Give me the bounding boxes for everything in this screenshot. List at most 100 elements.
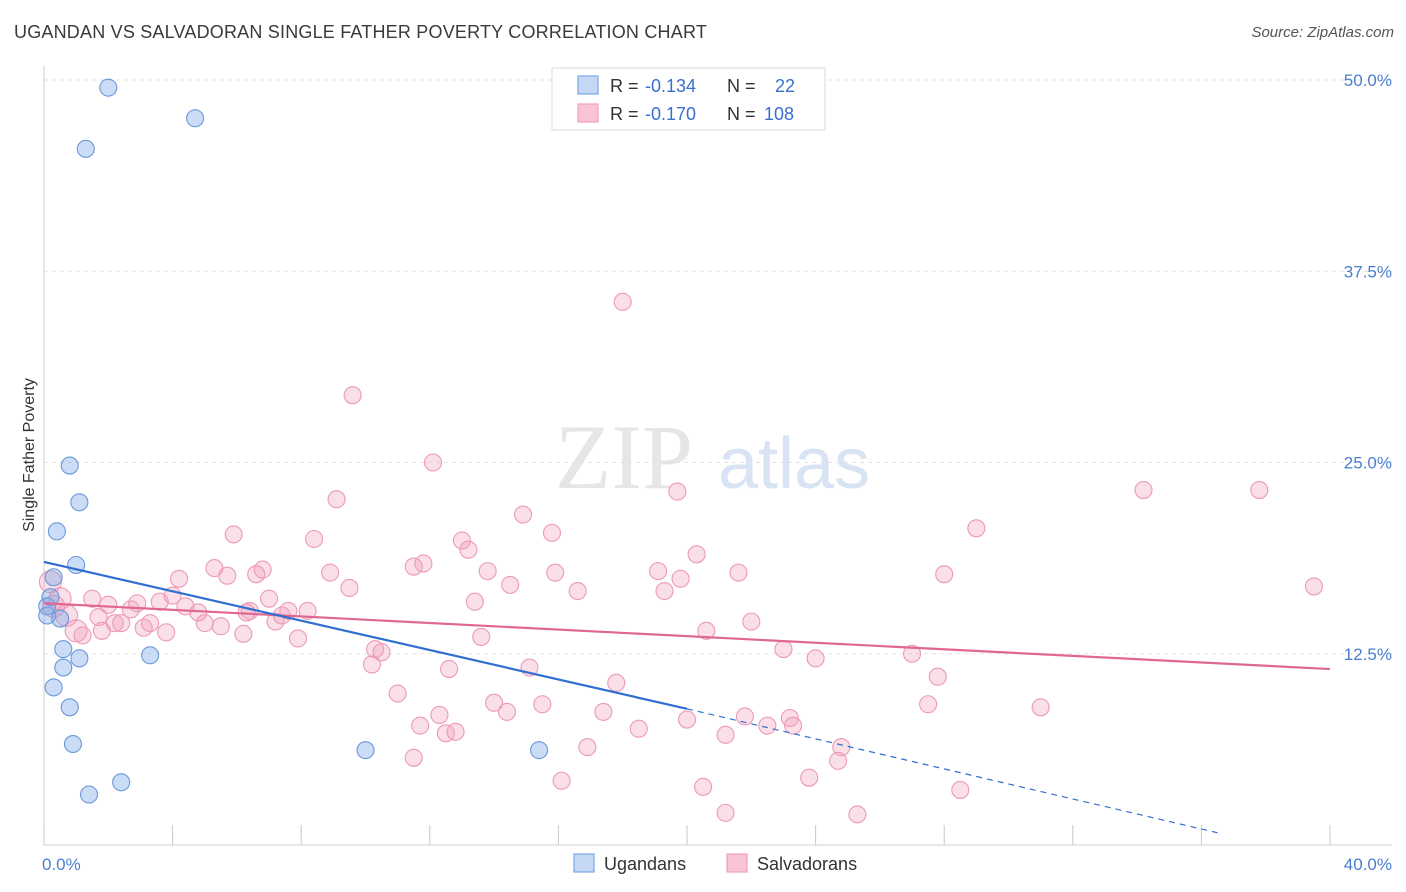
salvadoran-point-82	[716, 725, 735, 744]
salvadoran-point-92	[806, 649, 825, 668]
salvadoran-point-36	[305, 529, 324, 549]
salvadoran-point-102	[1031, 698, 1050, 717]
source-label: Source: ZipAtlas.com	[1251, 24, 1394, 41]
salvadoran-point-79	[687, 545, 706, 564]
salvadoran-point-35	[298, 601, 317, 620]
legend-ugandans-swatch	[573, 853, 595, 873]
salvadoran-point-105	[1304, 577, 1323, 596]
salvadoran-point-39	[340, 578, 359, 598]
salvadoran-point-94	[832, 738, 851, 757]
salvadoran-point-104	[1250, 480, 1269, 500]
trend-lines	[43, 560, 1331, 834]
ugandan-n-label: N =	[727, 76, 756, 96]
stats-legend: R = -0.134 N = 22 R = -0.170 N = 108	[551, 67, 826, 131]
ugandan-trend-extension	[686, 708, 1218, 834]
salvadoran-point-34	[288, 629, 308, 648]
ugandan-point-22	[530, 741, 549, 760]
salvadoran-point-80	[694, 777, 713, 796]
salvadoran-point-50	[430, 705, 449, 725]
ugandan-r-value: -0.134	[645, 76, 696, 96]
salvadoran-swatch	[577, 103, 599, 123]
ugandan-points	[38, 78, 549, 804]
salvadoran-point-85	[735, 707, 754, 726]
ugandan-swatch	[577, 75, 599, 95]
salvadoran-point-107	[157, 623, 176, 642]
salvadoran-point-48	[414, 554, 433, 573]
ugandan-point-11	[60, 456, 79, 475]
salvadoran-point-65	[542, 523, 562, 542]
salvadoran-point-97	[919, 695, 938, 714]
y-tick-labels: 12.5% 25.0% 37.5% 50.0%	[1344, 71, 1392, 664]
ugandan-point-7	[54, 658, 73, 677]
salvadoran-point-93	[829, 751, 848, 770]
x-tick-labels: 0.0% 40.0%	[42, 855, 1392, 874]
salvadoran-point-28	[247, 565, 266, 584]
salvadoran-point-29	[253, 560, 272, 579]
legend-ugandans-label: Ugandans	[604, 854, 686, 874]
salvadoran-point-60	[497, 702, 517, 721]
y-tick-label-3: 50.0%	[1344, 71, 1392, 90]
ugandan-n-value: 22	[775, 76, 795, 96]
salvadoran-r-label: R =	[610, 104, 639, 124]
salvadoran-point-101	[967, 519, 986, 538]
salvadoran-point-59	[485, 693, 504, 712]
ugandan-point-6	[54, 640, 73, 659]
salvadoran-point-64	[533, 695, 552, 714]
salvadoran-point-86	[742, 612, 761, 631]
salvadoran-point-1	[42, 594, 66, 618]
salvadoran-point-18	[169, 569, 189, 588]
salvadoran-point-41	[362, 655, 381, 674]
salvadoran-point-75	[655, 581, 674, 601]
salvadoran-point-67	[552, 771, 571, 790]
salvadoran-point-46	[404, 748, 423, 767]
chart-title: UGANDAN VS SALVADORAN SINGLE FATHER POVE…	[14, 22, 708, 42]
salvadoran-point-78	[677, 710, 697, 729]
salvadoran-point-77	[671, 569, 690, 588]
ugandan-r-label: R =	[610, 76, 639, 96]
salvadoran-point-90	[784, 716, 803, 735]
salvadoran-point-68	[568, 581, 587, 601]
watermark-zip: ZIP	[555, 406, 693, 508]
salvadoran-point-58	[478, 562, 497, 581]
salvadoran-point-76	[668, 482, 687, 501]
ugandan-point-0	[44, 568, 63, 587]
salvadoran-point-24	[218, 566, 237, 585]
salvadoran-point-91	[800, 768, 819, 787]
legend-salvadorans-label: Salvadorans	[757, 854, 857, 874]
salvadoran-point-49	[423, 453, 443, 472]
salvadoran-point-72	[613, 292, 632, 311]
ugandan-trend-line	[43, 560, 688, 710]
salvadoran-point-84	[729, 563, 748, 582]
salvadoran-point-40	[343, 386, 362, 405]
salvadoran-point-71	[607, 673, 626, 692]
salvadoran-point-99	[935, 565, 954, 584]
ugandan-point-14	[70, 649, 89, 668]
salvadoran-r-value: -0.170	[645, 104, 696, 124]
ugandan-point-16	[76, 139, 95, 158]
salvadoran-point-61	[501, 575, 520, 594]
salvadoran-point-38	[327, 490, 346, 509]
salvadoran-point-56	[465, 592, 484, 611]
x-tick-label-max: 40.0%	[1344, 855, 1392, 874]
ugandan-point-19	[141, 646, 160, 665]
y-tick-label-2: 37.5%	[1344, 262, 1392, 281]
salvadoran-point-66	[546, 563, 565, 582]
salvadoran-point-11	[112, 614, 131, 633]
salvadoran-point-21	[195, 614, 214, 633]
salvadoran-point-98	[928, 667, 947, 686]
salvadoran-point-83	[716, 803, 735, 822]
ugandan-point-15	[79, 785, 99, 804]
ugandan-point-2	[41, 588, 60, 607]
ugandan-point-9	[63, 734, 82, 754]
salvadoran-point-15	[141, 614, 160, 633]
salvadoran-point-73	[629, 719, 648, 738]
salvadoran-point-103	[1134, 480, 1153, 500]
y-tick-label-1: 25.0%	[1344, 454, 1392, 473]
axes	[43, 66, 1392, 846]
salvadoran-point-55	[459, 540, 478, 559]
salvadoran-points	[38, 292, 1323, 824]
grid-lines	[44, 79, 1392, 655]
salvadoran-point-9	[99, 595, 118, 614]
salvadoran-point-14	[134, 618, 153, 637]
